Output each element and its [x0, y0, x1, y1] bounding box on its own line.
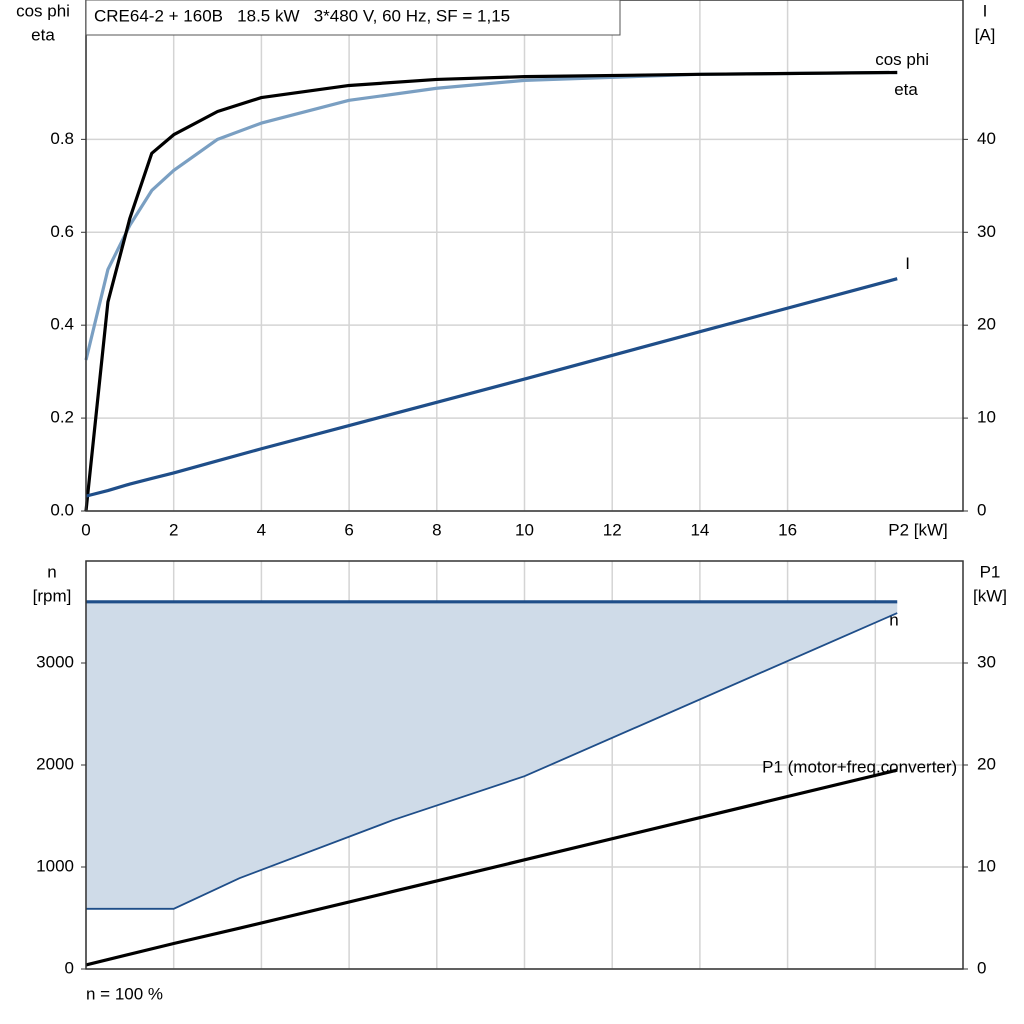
y-tick-label: 0.6 [50, 222, 74, 241]
y2-tick-label: 20 [977, 754, 996, 773]
y-tick-label: 3000 [36, 652, 74, 671]
y2-axis-label: [kW] [973, 586, 1007, 605]
y-tick-label: 0.4 [50, 315, 74, 334]
y2-tick-label: 10 [977, 408, 996, 427]
y-tick-label: 0.8 [50, 129, 74, 148]
y-tick-label: 0.0 [50, 500, 74, 519]
series-line [84, 70, 898, 512]
y-tick-label: 1000 [36, 856, 74, 875]
series-label: cos phi [875, 50, 929, 69]
x-tick-label: 6 [344, 520, 353, 539]
y2-tick-label: 0 [977, 958, 986, 977]
y2-tick-label: 40 [977, 129, 996, 148]
title-box [85, 0, 621, 36]
series-label: P1 (motor+freq.converter) [762, 758, 957, 777]
series-label: n [889, 610, 898, 629]
y2-tick-label: 30 [977, 222, 996, 241]
chart-title: CRE64-2 + 160B 18.5 kW 3*480 V, 60 Hz, S… [94, 6, 510, 25]
y-tick-label: 0.2 [50, 408, 74, 427]
y-axis-label: eta [31, 25, 55, 44]
series-line [85, 277, 898, 498]
x-tick-label: 12 [603, 520, 622, 539]
x-tick-label: 10 [515, 520, 534, 539]
series-label: I [905, 254, 910, 273]
y-axis-label: n [47, 562, 56, 581]
y2-tick-label: 30 [977, 652, 996, 671]
y-axis-label: cos phi [16, 1, 70, 20]
x-tick-label: 8 [432, 520, 441, 539]
y2-tick-label: 10 [977, 856, 996, 875]
series-label: eta [894, 80, 918, 99]
x-tick-label: 4 [257, 520, 266, 539]
y2-axis-label: [A] [975, 25, 996, 44]
x-axis-label: P2 [kW] [888, 520, 948, 539]
y-axis-label: [rpm] [33, 586, 72, 605]
series-line [85, 768, 898, 967]
y2-axis-label: P1 [980, 562, 1001, 581]
y2-tick-label: 20 [977, 315, 996, 334]
y2-axis-label: I [983, 1, 988, 20]
y-tick-label: 0 [65, 958, 74, 977]
range-low-line [86, 612, 898, 910]
y2-tick-label: 0 [977, 500, 986, 519]
plot-frame [85, 560, 964, 970]
plot-frame [85, 0, 964, 512]
y-tick-label: 2000 [36, 754, 74, 773]
range-area [86, 601, 898, 909]
x-tick-label: 16 [778, 520, 797, 539]
footnote: n = 100 % [86, 984, 163, 1003]
x-tick-label: 0 [81, 520, 90, 539]
x-tick-label: 14 [690, 520, 709, 539]
x-tick-label: 2 [169, 520, 178, 539]
